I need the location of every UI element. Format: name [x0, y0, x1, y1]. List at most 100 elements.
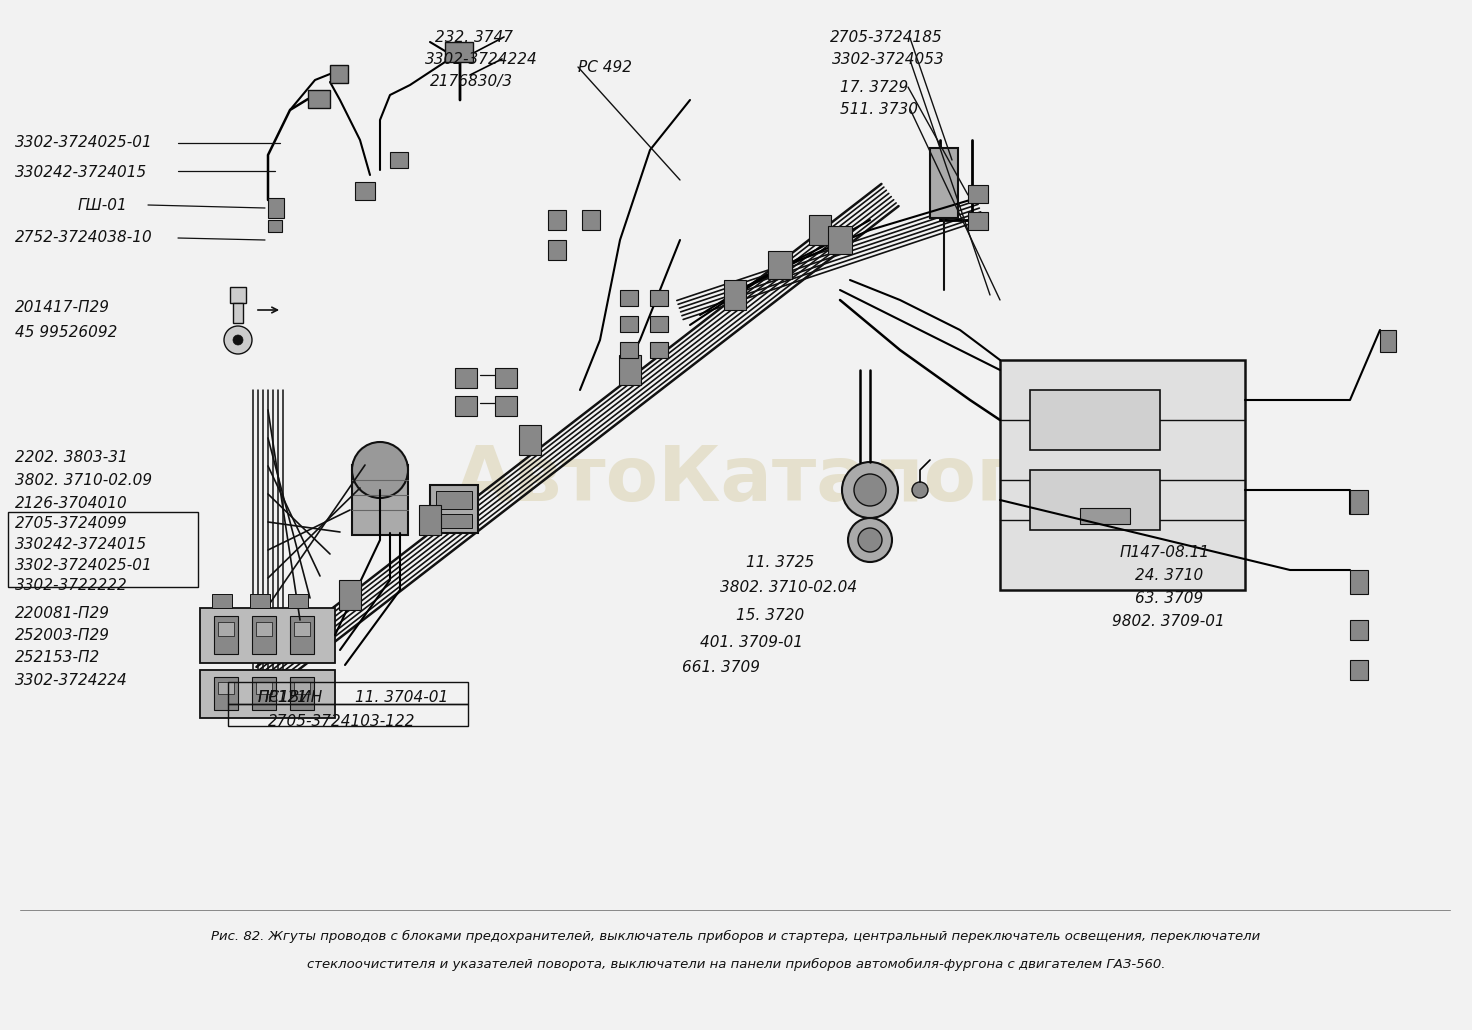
- Text: 24. 3710: 24. 3710: [1135, 568, 1203, 583]
- Bar: [495, 396, 517, 416]
- Bar: [233, 303, 243, 323]
- Bar: [651, 316, 668, 332]
- Circle shape: [858, 528, 882, 552]
- Bar: [768, 251, 792, 279]
- Bar: [228, 682, 468, 703]
- Text: АвтоКаталог: АвтоКаталог: [455, 443, 1017, 517]
- Text: 330242-3724015: 330242-3724015: [15, 537, 147, 552]
- Bar: [252, 677, 277, 710]
- Bar: [218, 622, 234, 636]
- Text: 11. 3704-01: 11. 3704-01: [355, 690, 449, 705]
- Bar: [290, 677, 314, 710]
- Text: 232. 3747: 232. 3747: [436, 30, 514, 45]
- Bar: [455, 368, 477, 388]
- Bar: [651, 342, 668, 358]
- Text: 201417-П29: 201417-П29: [15, 300, 110, 315]
- Bar: [268, 220, 283, 232]
- Circle shape: [848, 518, 892, 562]
- Text: 3302-3724224: 3302-3724224: [15, 673, 128, 688]
- Text: 220081-П29: 220081-П29: [15, 606, 110, 621]
- Bar: [250, 594, 269, 608]
- Text: ГШ-01: ГШ-01: [78, 198, 128, 213]
- Bar: [436, 491, 473, 509]
- Text: 63. 3709: 63. 3709: [1135, 591, 1203, 606]
- Bar: [1080, 508, 1130, 524]
- Bar: [339, 580, 361, 610]
- Text: 15. 3720: 15. 3720: [736, 608, 804, 623]
- Text: 330242-3724015: 330242-3724015: [15, 165, 147, 180]
- Bar: [294, 622, 311, 636]
- Bar: [827, 226, 852, 254]
- Text: РС 492: РС 492: [578, 60, 631, 75]
- Circle shape: [913, 482, 927, 497]
- Bar: [7, 512, 199, 587]
- Text: 2705-3724099: 2705-3724099: [15, 516, 128, 531]
- Bar: [1350, 570, 1367, 594]
- Bar: [455, 396, 477, 416]
- Bar: [268, 198, 284, 218]
- Circle shape: [854, 474, 886, 506]
- Text: Рис. 82. Жгуты проводов с блоками предохранителей, выключатель приборов и старте: Рис. 82. Жгуты проводов с блоками предох…: [212, 930, 1260, 943]
- Text: 2176830/3: 2176830/3: [430, 74, 514, 89]
- Bar: [213, 677, 238, 710]
- Text: 2752-3724038-10: 2752-3724038-10: [15, 230, 153, 245]
- Bar: [390, 152, 408, 168]
- Text: 2202. 3803-31: 2202. 3803-31: [15, 450, 128, 465]
- Text: 3302-3724025-01: 3302-3724025-01: [15, 135, 153, 150]
- Text: 661. 3709: 661. 3709: [682, 660, 760, 675]
- Text: 2705-3724103-122: 2705-3724103-122: [268, 714, 415, 729]
- Bar: [969, 212, 988, 230]
- Circle shape: [842, 462, 898, 518]
- Text: 252153-П2: 252153-П2: [15, 650, 100, 665]
- Text: ПР121: ПР121: [258, 690, 308, 705]
- Text: 2126-3704010: 2126-3704010: [15, 496, 128, 511]
- Bar: [430, 485, 478, 533]
- Bar: [352, 465, 408, 535]
- Circle shape: [352, 442, 408, 497]
- Text: 17. 3729: 17. 3729: [841, 80, 908, 95]
- Bar: [1030, 470, 1160, 530]
- Circle shape: [233, 335, 243, 345]
- Bar: [445, 42, 473, 62]
- Text: П147-08.11: П147-08.11: [1120, 545, 1210, 560]
- Text: 3302-3724025-01: 3302-3724025-01: [15, 558, 153, 573]
- Bar: [252, 616, 277, 654]
- Bar: [213, 616, 238, 654]
- Bar: [548, 240, 567, 260]
- Text: 3802. 3710-02.09: 3802. 3710-02.09: [15, 473, 152, 488]
- Bar: [620, 342, 637, 358]
- Bar: [620, 355, 640, 385]
- Circle shape: [224, 327, 252, 354]
- Text: 3302-3722222: 3302-3722222: [15, 578, 128, 593]
- Bar: [651, 290, 668, 306]
- Bar: [1381, 330, 1395, 352]
- Text: 401. 3709-01: 401. 3709-01: [701, 636, 804, 650]
- Text: 511. 3730: 511. 3730: [841, 102, 919, 117]
- Text: 11. 3725: 11. 3725: [746, 555, 814, 570]
- Bar: [230, 287, 246, 303]
- Bar: [436, 514, 473, 528]
- Text: ПС1ВИН: ПС1ВИН: [258, 690, 324, 705]
- Bar: [256, 622, 272, 636]
- Bar: [999, 360, 1245, 590]
- Text: 3302-3724053: 3302-3724053: [832, 52, 945, 67]
- Bar: [1350, 660, 1367, 680]
- Bar: [355, 182, 375, 200]
- Bar: [620, 290, 637, 306]
- Bar: [420, 505, 442, 535]
- Bar: [1350, 620, 1367, 640]
- Bar: [930, 148, 958, 218]
- Text: 2705-3724185: 2705-3724185: [830, 30, 942, 45]
- Bar: [581, 210, 601, 230]
- Bar: [1350, 490, 1367, 514]
- Bar: [620, 316, 637, 332]
- Text: 3802. 3710-02.04: 3802. 3710-02.04: [720, 580, 857, 595]
- Bar: [290, 616, 314, 654]
- Text: 45 99526092: 45 99526092: [15, 325, 118, 340]
- Bar: [289, 594, 308, 608]
- Text: стеклоочистителя и указателей поворота, выключатели на панели приборов автомобил: стеклоочистителя и указателей поворота, …: [306, 958, 1166, 971]
- Text: 9802. 3709-01: 9802. 3709-01: [1111, 614, 1225, 629]
- Bar: [294, 682, 311, 694]
- Bar: [256, 682, 272, 694]
- Bar: [548, 210, 567, 230]
